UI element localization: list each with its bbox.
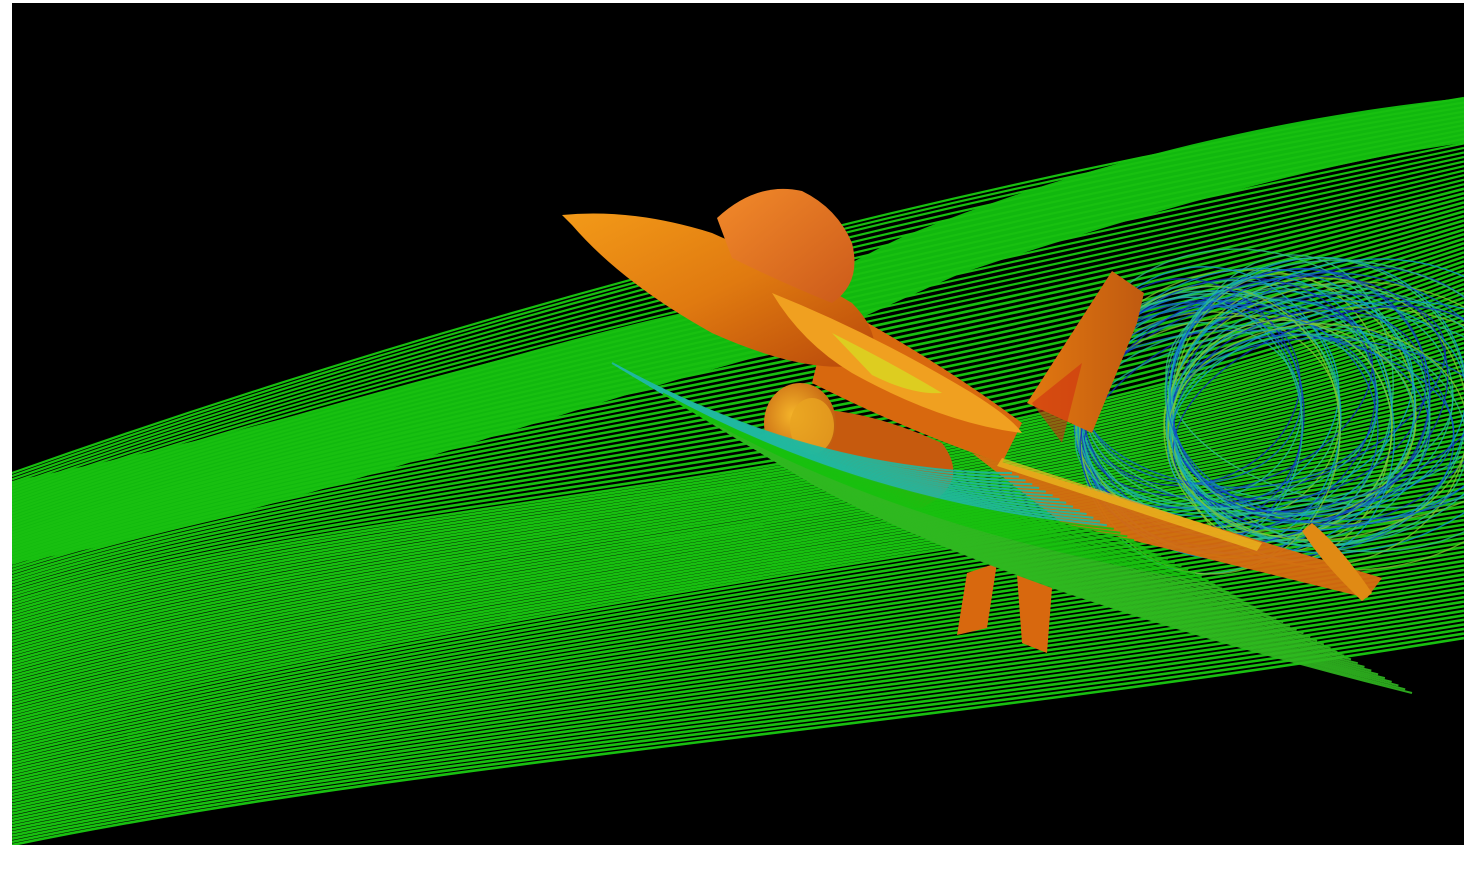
streamline xyxy=(12,328,1464,634)
streamline xyxy=(12,532,1464,775)
flow-visualization xyxy=(12,3,1464,845)
streamline xyxy=(12,541,1464,781)
streamline xyxy=(12,387,1464,675)
streamline xyxy=(12,545,1464,784)
vortex-streamline xyxy=(1079,285,1341,575)
vortex-streamline xyxy=(1163,281,1464,571)
streamline xyxy=(12,305,1464,619)
streamline xyxy=(12,378,1464,669)
streamline xyxy=(12,609,1464,828)
streamline xyxy=(12,414,1464,694)
streamline xyxy=(12,369,1464,662)
streamline xyxy=(12,323,1464,631)
streamline xyxy=(12,418,1464,697)
streamline xyxy=(12,437,1464,709)
wing-root-highlight xyxy=(1032,363,1082,443)
streamline xyxy=(12,296,1464,612)
streamline xyxy=(12,341,1464,644)
vortex-streamline xyxy=(1165,272,1464,526)
streamline xyxy=(12,273,1464,597)
streamline xyxy=(12,260,1464,587)
streamline xyxy=(12,205,1464,550)
streamline xyxy=(12,359,1464,656)
vortex-streamline xyxy=(1074,327,1454,515)
streamline xyxy=(12,165,1464,521)
streamline xyxy=(12,155,1464,515)
vortex-streamline xyxy=(1170,254,1394,542)
render-viewport[interactable] xyxy=(12,3,1464,845)
streamline xyxy=(12,523,1464,769)
streamline xyxy=(12,391,1464,678)
streamline xyxy=(12,355,1464,653)
streamline xyxy=(12,174,1464,528)
streamline xyxy=(12,604,1464,825)
streamline xyxy=(12,409,1464,690)
streamline xyxy=(12,178,1464,531)
streamline xyxy=(12,568,1464,800)
streamline xyxy=(12,527,1464,772)
streamline xyxy=(12,337,1464,640)
streamline xyxy=(12,428,1464,703)
streamline xyxy=(12,636,1464,845)
streamline xyxy=(12,618,1464,834)
streamline xyxy=(12,423,1464,700)
fuselage-spine xyxy=(772,293,1022,433)
streamline xyxy=(12,300,1464,615)
streamline xyxy=(12,196,1464,544)
streamline xyxy=(12,382,1464,672)
streamline xyxy=(12,160,1464,518)
streamline xyxy=(12,350,1464,650)
streamline xyxy=(12,169,1464,525)
ventral-fin-left xyxy=(957,563,997,635)
streamline xyxy=(12,201,1464,547)
streamline xyxy=(12,555,1464,790)
streamline xyxy=(12,287,1464,606)
vortex-streamline xyxy=(1169,333,1431,517)
streamline xyxy=(12,364,1464,659)
fighter-jet-model xyxy=(562,188,1382,653)
streamline xyxy=(12,310,1464,622)
streamline xyxy=(12,192,1464,540)
vortex-streamline xyxy=(1165,337,1464,521)
streamline xyxy=(12,396,1464,681)
streamline xyxy=(12,210,1464,553)
fuselage-spine-highlight xyxy=(832,333,942,394)
streamline xyxy=(12,237,1464,572)
streamline-sheet-foreground xyxy=(611,362,1413,694)
streamline xyxy=(12,614,1464,831)
ventral-fin-right xyxy=(1017,575,1052,653)
streamline xyxy=(12,183,1464,534)
streamline xyxy=(12,278,1464,600)
vortex-streamline xyxy=(1165,283,1464,509)
streamline xyxy=(12,536,1464,778)
streamline xyxy=(12,146,1464,509)
streamline xyxy=(12,623,1464,837)
canopy xyxy=(717,188,855,303)
streamline xyxy=(12,405,1464,687)
streamline xyxy=(811,482,1413,694)
streamline xyxy=(12,632,1464,844)
streamline xyxy=(12,346,1464,647)
streamline xyxy=(12,151,1464,512)
wing-leading-edge xyxy=(997,458,1262,551)
streamline xyxy=(12,314,1464,625)
streamline xyxy=(12,319,1464,628)
streamline xyxy=(12,332,1464,637)
wingtip-missile xyxy=(1302,523,1372,601)
streamline xyxy=(12,241,1464,575)
streamline xyxy=(12,627,1464,840)
fuselage-nose xyxy=(562,213,875,367)
streamline xyxy=(12,142,1464,506)
streamline xyxy=(12,373,1464,665)
vortex-streamline xyxy=(1167,300,1464,532)
streamline xyxy=(12,282,1464,603)
